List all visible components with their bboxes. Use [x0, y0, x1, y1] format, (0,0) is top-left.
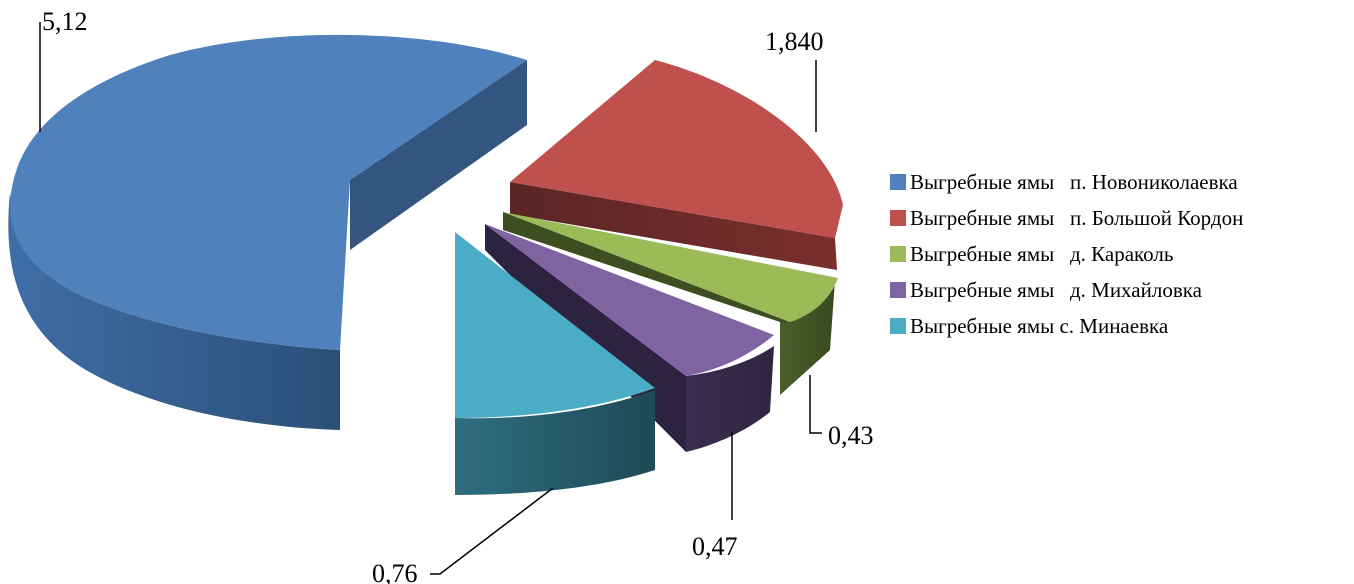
- legend-label-minaevka: Выгребные ямы с. Минаевка: [910, 314, 1168, 339]
- legend-item-bolshoy-kordon: Выгребные ямы п. Большой Кордон: [890, 200, 1243, 236]
- data-label-bolshoy-kordon: 1,840: [765, 27, 824, 56]
- legend-swatch-mikhaylovka: [890, 282, 906, 298]
- data-label-karakol: 0,43: [828, 421, 874, 450]
- data-label-minaevka: 0,76: [372, 559, 418, 584]
- legend-label-bolshoy-kordon: Выгребные ямы п. Большой Кордон: [910, 206, 1243, 231]
- legend-item-novonikolaevka: Выгребные ямы п. Новониколаевка: [890, 164, 1243, 200]
- data-label-mikhaylovka: 0,47: [692, 532, 738, 561]
- legend-label-karakol: Выгребные ямы д. Караколь: [910, 242, 1173, 267]
- legend-swatch-bolshoy-kordon: [890, 210, 906, 226]
- legend-item-karakol: Выгребные ямы д. Караколь: [890, 236, 1243, 272]
- legend: Выгребные ямы п. Новониколаевка Выгребны…: [890, 164, 1243, 344]
- legend-label-novonikolaevka: Выгребные ямы п. Новониколаевка: [910, 170, 1238, 195]
- legend-label-mikhaylovka: Выгребные ямы д. Михайловка: [910, 278, 1202, 303]
- legend-swatch-minaevka: [890, 318, 906, 334]
- pie-slice-novonikolaevka: [8, 35, 527, 430]
- legend-item-minaevka: Выгребные ямы с. Минаевка: [890, 308, 1243, 344]
- data-label-novonikolaevka: 5,12: [42, 7, 88, 36]
- leader-line-0-76: [430, 488, 553, 574]
- leader-line-0-43: [810, 375, 822, 433]
- legend-item-mikhaylovka: Выгребные ямы д. Михайловка: [890, 272, 1243, 308]
- legend-swatch-karakol: [890, 246, 906, 262]
- legend-swatch-novonikolaevka: [890, 174, 906, 190]
